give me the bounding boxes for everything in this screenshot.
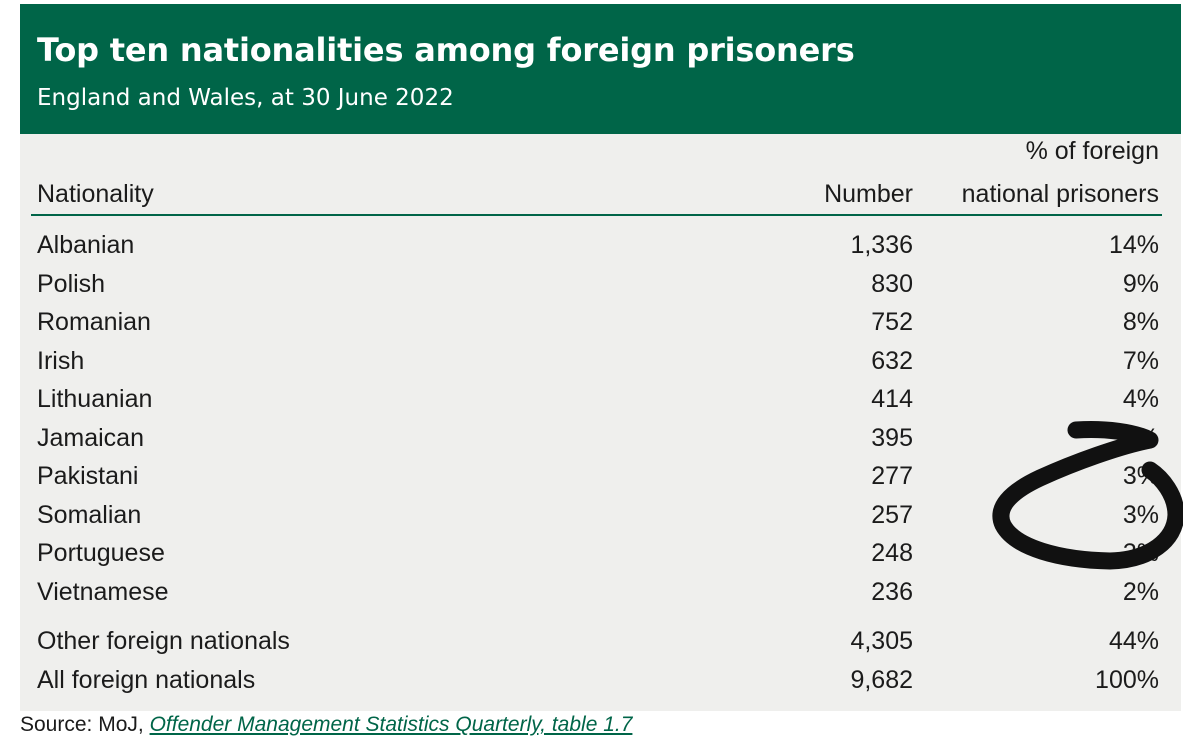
- cell-number: 830: [871, 269, 913, 298]
- column-header-percent-line2: national prisoners: [961, 180, 1159, 208]
- cell-nationality: Albanian: [37, 231, 135, 259]
- source-note: Source: MoJ, Offender Management Statist…: [20, 713, 632, 737]
- table-row: Pakistani 277 3%: [20, 457, 1181, 495]
- cell-percent: 4%: [1122, 423, 1159, 452]
- cell-percent: 44%: [1108, 627, 1159, 655]
- cell-number: 632: [871, 346, 913, 375]
- cell-number: 236: [871, 577, 913, 606]
- table-row: Lithuanian 414 4%: [20, 380, 1181, 418]
- table-row: Other foreign nationals 4,305 44%: [20, 622, 1181, 660]
- header-divider: [31, 214, 1162, 216]
- cell-number: 277: [871, 462, 913, 490]
- cell-nationality: Somalian: [37, 500, 142, 529]
- table-subtitle: England and Wales, at 30 June 2022: [37, 85, 454, 111]
- cell-nationality: All foreign nationals: [37, 665, 256, 694]
- table-row: Irish 632 7%: [20, 342, 1181, 380]
- table-row: Albanian 1,336 14%: [20, 226, 1181, 264]
- column-header-nationality: Nationality: [37, 180, 154, 208]
- cell-nationality: Jamaican: [37, 423, 144, 452]
- cell-percent: 7%: [1122, 346, 1159, 375]
- source-link[interactable]: Offender Management Statistics Quarterly…: [149, 713, 633, 736]
- table-row: Jamaican 395 4%: [20, 419, 1181, 457]
- cell-number: 257: [871, 500, 913, 529]
- cell-number: 248: [871, 539, 913, 567]
- table-header-banner: Top ten nationalities among foreign pris…: [20, 4, 1181, 134]
- cell-percent: 3%: [1122, 539, 1159, 567]
- cell-nationality: Vietnamese: [37, 577, 169, 606]
- cell-percent: 9%: [1122, 269, 1159, 298]
- cell-percent: 14%: [1108, 231, 1159, 259]
- cell-number: 9,682: [850, 665, 913, 694]
- cell-percent: 4%: [1122, 385, 1159, 413]
- cell-percent: 3%: [1122, 500, 1159, 529]
- cell-percent: 2%: [1122, 577, 1159, 606]
- source-prefix: Source: MoJ,: [20, 713, 144, 736]
- cell-number: 395: [871, 423, 913, 452]
- column-header-number: Number: [824, 180, 913, 208]
- table-row: Somalian 257 3%: [20, 496, 1181, 534]
- cell-nationality: Other foreign nationals: [37, 627, 290, 655]
- table-card: Top ten nationalities among foreign pris…: [20, 4, 1181, 711]
- cell-percent: 8%: [1122, 308, 1159, 336]
- table-title: Top ten nationalities among foreign pris…: [37, 31, 855, 69]
- cell-nationality: Pakistani: [37, 462, 139, 490]
- table-row: Polish 830 9%: [20, 265, 1181, 303]
- cell-percent: 3%: [1122, 462, 1159, 490]
- cell-nationality: Polish: [37, 269, 106, 298]
- cell-percent: 100%: [1095, 665, 1159, 694]
- table-row: Portuguese 248 3%: [20, 534, 1181, 572]
- cell-number: 414: [871, 385, 913, 413]
- cell-nationality: Portuguese: [37, 539, 165, 567]
- table-row: All foreign nationals 9,682 100%: [20, 661, 1181, 699]
- cell-nationality: Romanian: [37, 308, 151, 336]
- column-header-percent-line1: % of foreign: [1025, 137, 1159, 165]
- table-row: Romanian 752 8%: [20, 303, 1181, 341]
- cell-nationality: Lithuanian: [37, 385, 153, 413]
- table-row: Vietnamese 236 2%: [20, 573, 1181, 611]
- cell-nationality: Irish: [37, 346, 85, 375]
- cell-number: 752: [871, 308, 913, 336]
- cell-number: 1,336: [850, 231, 913, 259]
- cell-number: 4,305: [850, 627, 913, 655]
